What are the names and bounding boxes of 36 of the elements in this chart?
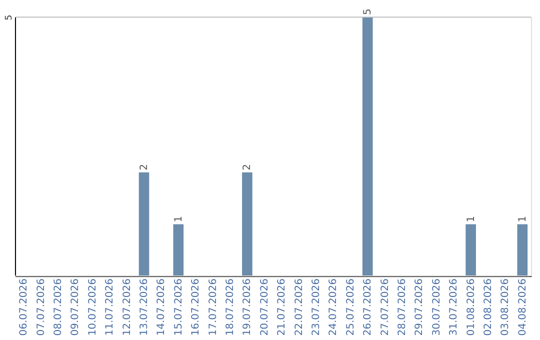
x-tick-label: 29.07.2026 <box>414 278 426 336</box>
x-tick-label: 03.08.2026 <box>500 278 512 336</box>
data-label: 5 <box>362 8 374 15</box>
x-tick-label: 21.07.2026 <box>276 278 288 336</box>
x-tick-label: 20.07.2026 <box>259 278 270 336</box>
x-tick-label: 28.07.2026 <box>397 278 408 336</box>
data-label: 2 <box>139 164 150 170</box>
x-tick-label: 17.07.2026 <box>208 278 219 336</box>
x-tick-label: 11.07.2026 <box>104 278 116 336</box>
data-label: 2 <box>242 164 254 170</box>
x-tick-label: 06.07.2026 <box>18 278 30 336</box>
x-tick-label: 31.07.2026 <box>448 278 460 336</box>
x-tick-label: 04.08.2026 <box>517 278 528 336</box>
x-tick-label: 08.07.2026 <box>53 278 64 336</box>
x-tick-label: 10.07.2026 <box>87 278 98 336</box>
x-tick-label: 22.07.2026 <box>294 278 305 336</box>
x-tick-label: 02.08.2026 <box>483 278 494 336</box>
x-tick-label: 23.07.2026 <box>311 278 322 336</box>
data-label: 1 <box>517 216 528 222</box>
x-tick-label: 15.07.2026 <box>173 278 184 336</box>
x-tick-label: 13.07.2026 <box>139 278 150 336</box>
x-tick-label: 12.07.2026 <box>122 278 133 336</box>
x-tick-label: 01.08.2026 <box>466 278 477 336</box>
x-tick-label: 24.07.2026 <box>328 278 340 336</box>
x-tick-label: 26.07.2026 <box>362 278 374 336</box>
data-label: 1 <box>173 216 184 222</box>
x-tick-label: 19.07.2026 <box>242 278 254 336</box>
x-tick-label: 30.07.2026 <box>431 278 442 336</box>
x-tick-label: 09.07.2026 <box>70 278 82 336</box>
x-tick-label: 16.07.2026 <box>190 278 202 336</box>
x-tick-label: 07.07.2026 <box>36 278 47 336</box>
x-tick-label: 18.07.2026 <box>225 278 236 336</box>
x-tick-label: 27.07.2026 <box>380 278 391 336</box>
x-tick-label: 25.07.2026 <box>345 278 356 336</box>
x-tick-label: 14.07.2026 <box>156 278 168 336</box>
data-label: 1 <box>466 216 477 222</box>
